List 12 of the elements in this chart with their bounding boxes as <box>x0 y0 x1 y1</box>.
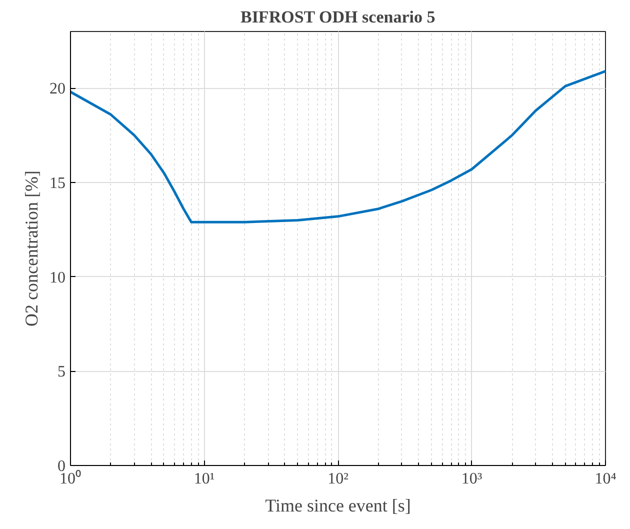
y-tick-label: 20 <box>50 80 66 98</box>
chart-title: BIFROST ODH scenario 5 <box>240 8 436 26</box>
y-tick-label: 5 <box>58 364 66 381</box>
x-tick-label: 10¹ <box>194 470 215 488</box>
x-axis-title: Time since event [s] <box>265 496 411 516</box>
y-axis-title: O2 concentration [%] <box>22 170 42 326</box>
x-tick-label: 10³ <box>461 470 482 488</box>
x-tick-label: 10⁰ <box>60 470 82 488</box>
x-tick-label: 10² <box>328 470 349 488</box>
y-tick-label: 15 <box>50 174 66 192</box>
y-tick-label: 10 <box>50 269 66 286</box>
x-tick-label: 10⁴ <box>594 470 617 488</box>
